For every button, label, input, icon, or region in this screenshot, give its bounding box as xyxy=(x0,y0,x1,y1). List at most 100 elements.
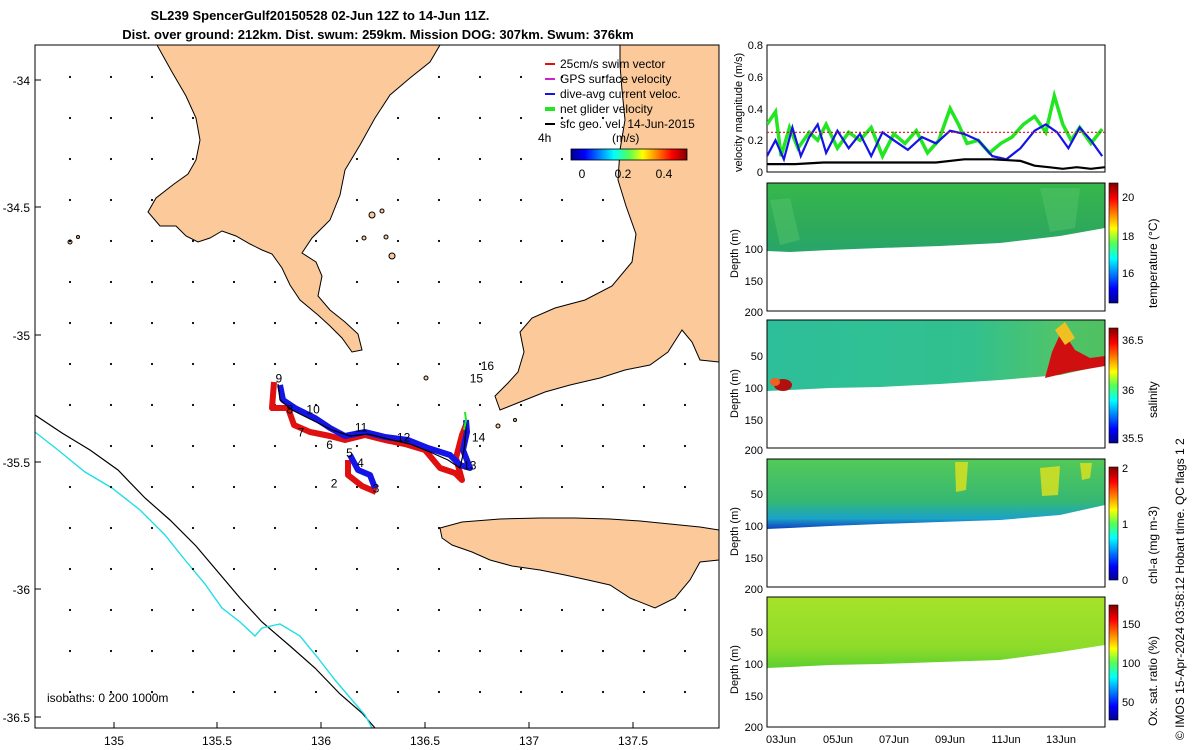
chla-label: chl-a (mg m-3) xyxy=(1146,506,1160,584)
isobath-1000m xyxy=(35,431,373,728)
island xyxy=(361,235,367,241)
chla-depth-ylabel: Depth (m) xyxy=(729,507,741,556)
velocity-vector xyxy=(232,608,236,612)
salinity-cbar-tick: 35.5 xyxy=(1122,433,1143,445)
colorbar-tick: 0.4 xyxy=(656,167,673,181)
velocity-vector xyxy=(150,280,154,284)
velocity-vector xyxy=(683,403,687,407)
map-y-tick: -35 xyxy=(13,329,31,343)
velocity-vector xyxy=(437,526,441,530)
velocity-vector xyxy=(519,321,523,325)
velocity-vector xyxy=(314,649,318,653)
colorbar-tick: 0.2 xyxy=(615,167,632,181)
waypoint-label: 3 xyxy=(373,482,380,496)
waypoint-label: 9 xyxy=(276,372,283,386)
velocity-vector xyxy=(560,198,564,202)
island xyxy=(423,375,429,381)
land-kangaroo-island xyxy=(439,517,719,609)
figure-title-line1: SL239 SpencerGulf20150528 02-Jun 12Z to … xyxy=(151,8,490,23)
salinity-high-patch xyxy=(770,378,780,386)
velocity-vector xyxy=(560,608,564,612)
velocity-vector xyxy=(437,485,441,489)
velocity-vector xyxy=(150,690,154,694)
velocity-vector xyxy=(601,75,605,79)
velocity-vector xyxy=(109,649,113,653)
velocity-vector xyxy=(396,608,400,612)
velocity-vector xyxy=(478,198,482,202)
velocity-vector xyxy=(560,239,564,243)
credit-footer: © IMOS 15-Apr-2024 03:58:12 Hobart time.… xyxy=(1173,438,1187,740)
velocity-vector xyxy=(396,239,400,243)
velocity-vector xyxy=(437,280,441,284)
temperature-cbar-tick: 20 xyxy=(1122,192,1134,204)
temperature-depth-ylabel: Depth (m) xyxy=(729,229,741,278)
velocity-vector xyxy=(273,321,277,325)
waypoint-label: 12 xyxy=(397,431,411,445)
velocity-vector xyxy=(273,444,277,448)
velocity-vector xyxy=(109,157,113,161)
velocity-vector xyxy=(478,608,482,612)
velocity-vector xyxy=(519,157,523,161)
velocity-vector xyxy=(68,75,72,79)
velocity-y-tick: 0.8 xyxy=(748,40,763,52)
velocity-vector xyxy=(437,321,441,325)
island xyxy=(513,418,517,422)
colorbar-title: (m/s) xyxy=(612,131,639,145)
velocity-vector xyxy=(355,321,359,325)
velocity-vector xyxy=(109,485,113,489)
velocity-vector xyxy=(150,321,154,325)
velocity-vector xyxy=(601,649,605,653)
velocity-vector xyxy=(437,75,441,79)
velocity-vector xyxy=(109,567,113,571)
velocity-vector xyxy=(232,321,236,325)
waypoint-label: 8 xyxy=(287,402,294,416)
map-legend: 25cm/s swim vector GPS surface velocity … xyxy=(538,57,695,181)
velocity-vector xyxy=(314,567,318,571)
velocity-vector xyxy=(601,690,605,694)
velocity-vector xyxy=(437,403,441,407)
velocity-series-net-glider-velocity xyxy=(767,88,1104,161)
isobath-200m xyxy=(35,414,376,728)
velocity-vector xyxy=(68,608,72,612)
velocity-vector xyxy=(683,649,687,653)
depth-tick: 200 xyxy=(745,307,763,319)
velocity-vector xyxy=(478,567,482,571)
velocity-vector xyxy=(191,690,195,694)
velocity-y-tick: 0.4 xyxy=(748,104,763,116)
colorbar-prefix: 4h xyxy=(538,131,551,145)
velocity-vector xyxy=(150,485,154,489)
velocity-vector xyxy=(478,649,482,653)
velocity-vector xyxy=(314,321,318,325)
temperature-frame xyxy=(766,182,1106,312)
velocity-vector xyxy=(232,567,236,571)
velocity-vector xyxy=(642,690,646,694)
velocity-vector xyxy=(355,690,359,694)
chla-colorbar xyxy=(1108,466,1119,581)
time-x-tick: 03Jun xyxy=(766,734,796,746)
velocity-vector xyxy=(478,321,482,325)
velocity-vector xyxy=(437,198,441,202)
depth-tick: 50 xyxy=(751,351,763,363)
map-x-tick: 137 xyxy=(519,734,539,748)
map-x-tick: 135.5 xyxy=(202,734,232,748)
figure-title-line2: Dist. over ground: 212km. Dist. swum: 25… xyxy=(122,27,634,42)
salinity-frame xyxy=(766,319,1106,449)
velocity-vector xyxy=(191,649,195,653)
velocity-vector xyxy=(150,362,154,366)
velocity-vector xyxy=(191,362,195,366)
velocity-vector xyxy=(191,567,195,571)
velocity-vector xyxy=(519,690,523,694)
chla-cbar-tick: 2 xyxy=(1122,463,1128,475)
island xyxy=(383,234,389,240)
oxygen-panel: 50 100 150 Ox. sat. ratio (%) Depth (m) … xyxy=(729,596,1160,734)
velocity-vector xyxy=(191,157,195,161)
velocity-vector xyxy=(601,608,605,612)
glider-track xyxy=(269,381,473,495)
velocity-vector xyxy=(478,157,482,161)
island xyxy=(368,211,376,219)
velocity-vector xyxy=(232,362,236,366)
velocity-vector xyxy=(150,157,154,161)
velocity-vector xyxy=(355,239,359,243)
velocity-vector xyxy=(396,485,400,489)
velocity-vector xyxy=(560,157,564,161)
